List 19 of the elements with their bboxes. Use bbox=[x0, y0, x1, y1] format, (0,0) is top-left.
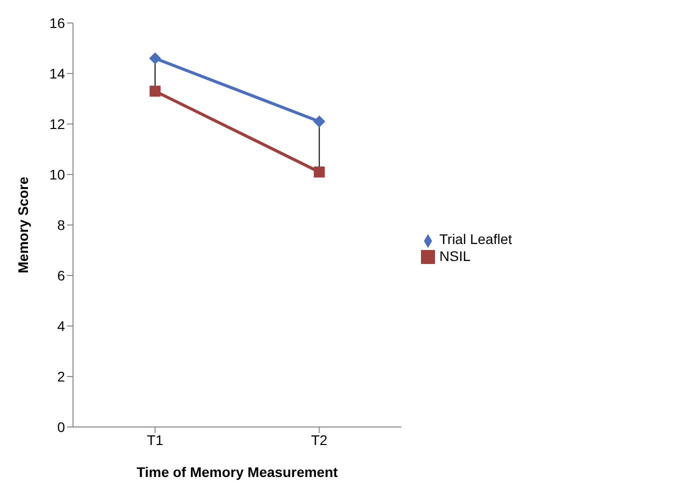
y-tick-label: 2 bbox=[57, 368, 66, 384]
y-tick-label: 8 bbox=[57, 216, 66, 233]
point bbox=[149, 52, 162, 64]
legend-label: NSIL bbox=[439, 248, 470, 264]
x-tick-label: T1 bbox=[146, 432, 164, 448]
legend-label: Trial Leaflet bbox=[439, 231, 512, 248]
y-tick-label: 6 bbox=[57, 267, 66, 284]
y-tick-label: 16 bbox=[49, 14, 66, 31]
y-tick-label: 14 bbox=[49, 65, 66, 82]
x-axis-title: Time of Memory Measurement bbox=[136, 464, 338, 480]
y-tick-label: 4 bbox=[57, 318, 66, 334]
point bbox=[314, 166, 325, 178]
y-tick-label: 10 bbox=[49, 166, 66, 182]
y-axis-title: Memory Score bbox=[14, 176, 31, 274]
y-tick-label: 0 bbox=[57, 418, 66, 435]
point bbox=[150, 86, 161, 97]
y-tick-label: 12 bbox=[49, 116, 66, 132]
x-tick-label: T2 bbox=[311, 432, 328, 448]
point bbox=[313, 115, 326, 128]
